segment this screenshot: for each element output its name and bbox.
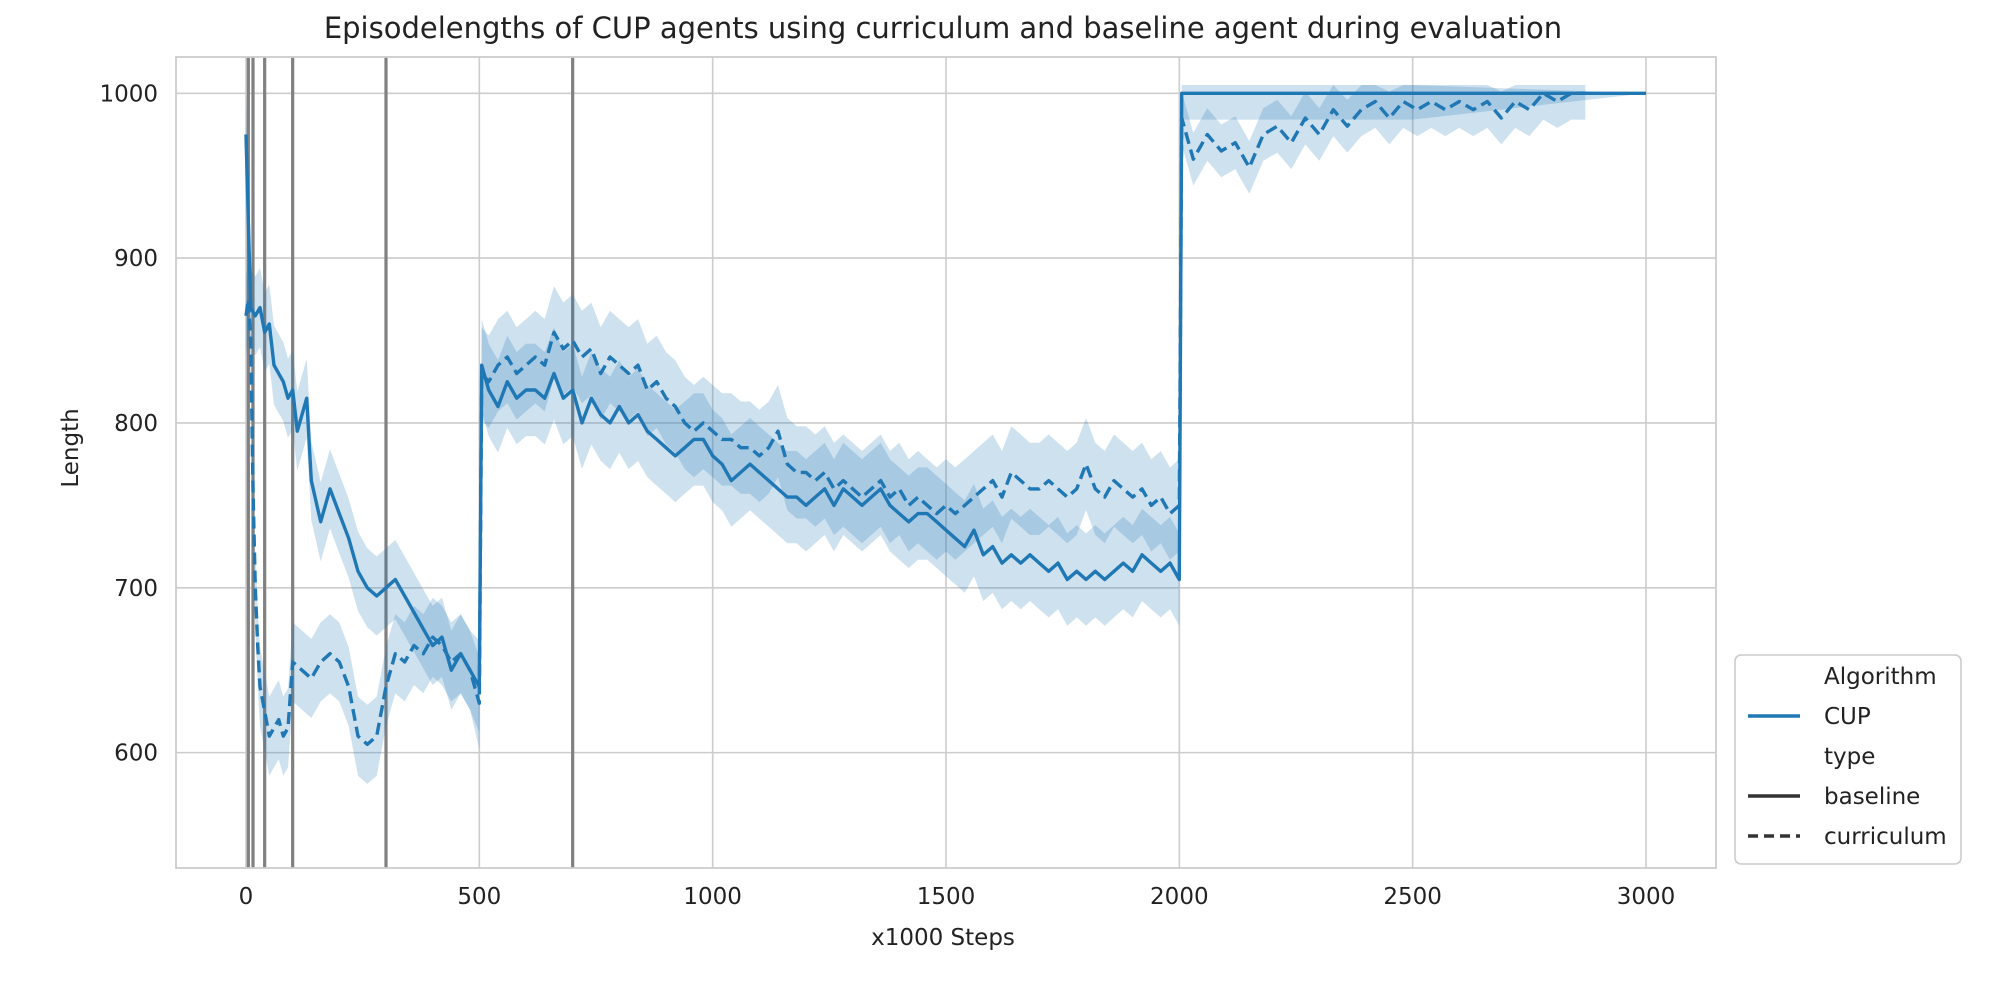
- legend-entry-baseline: baseline: [1824, 784, 1920, 810]
- x-tick-label: 2000: [1150, 884, 1209, 910]
- axes-frame: [175, 56, 1717, 869]
- y-tick-label: 900: [114, 246, 158, 272]
- series-lines: [244, 91, 1646, 747]
- y-axis-label: Length: [58, 408, 84, 487]
- x-tick-label: 1000: [683, 884, 742, 910]
- legend-entry-cup: CUP: [1824, 704, 1871, 730]
- x-tick-label: 2500: [1383, 884, 1442, 910]
- series-line-curriculum: [244, 91, 1586, 747]
- legend-title-type: type: [1824, 744, 1875, 770]
- legend-title-algorithm: Algorithm: [1824, 664, 1937, 690]
- y-tick-label: 800: [114, 411, 158, 437]
- confidence-band-curriculum: [246, 85, 1586, 784]
- y-tick-label: 600: [114, 741, 158, 767]
- series-line-baseline: [244, 91, 1646, 689]
- x-axis-label: x1000 Steps: [871, 925, 1015, 951]
- legend: Algorithm CUP type baseline curriculum: [1734, 654, 1962, 865]
- legend-entry-curriculum: curriculum: [1824, 824, 1947, 850]
- chart-title: Episodelengths of CUP agents using curri…: [324, 11, 1562, 45]
- x-tick-label: 1500: [917, 884, 976, 910]
- tick-labels: 0 500 1000 1500 2000 2500 3000 600 700 800 900 1000: [99, 81, 1675, 910]
- confidence-band-baseline: [246, 85, 1646, 733]
- legend-box: [1734, 654, 1962, 865]
- y-tick-label: 1000: [99, 81, 158, 107]
- y-tick-label: 700: [114, 576, 158, 602]
- x-tick-label: 0: [239, 884, 254, 910]
- curriculum-switch-markers: [246, 57, 575, 868]
- x-tick-label: 3000: [1617, 884, 1676, 910]
- plot-area: 0 500 1000 1500 2000 2500 3000 600 700 800 900 1000: [99, 56, 1717, 910]
- x-tick-label: 500: [457, 884, 501, 910]
